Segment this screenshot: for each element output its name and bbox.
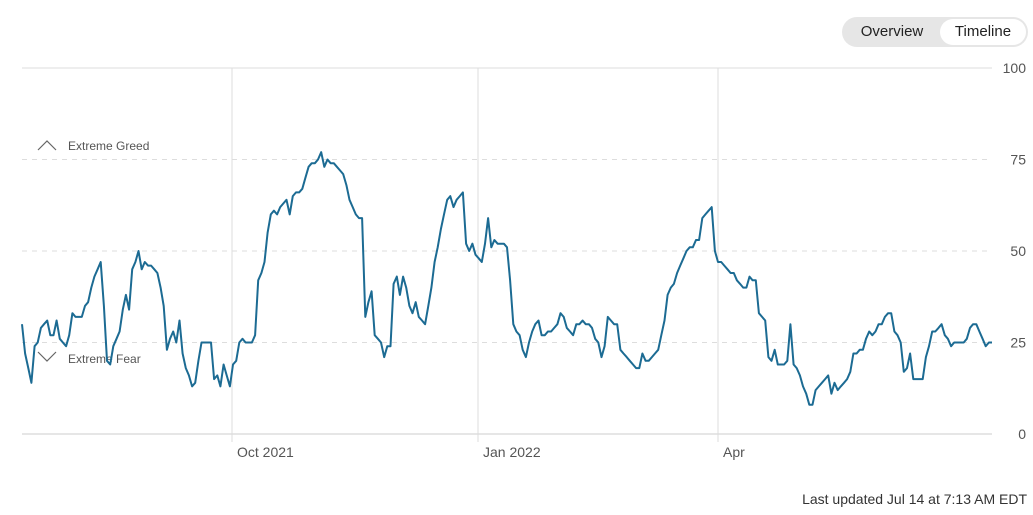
extreme-fear-label: Extreme Fear <box>68 352 141 366</box>
timeline-tab[interactable]: Timeline <box>940 19 1026 45</box>
view-toggle: Overview Timeline <box>842 17 1028 47</box>
extreme-greed-label: Extreme Greed <box>68 139 149 153</box>
y-tick-label: 100 <box>1003 60 1027 76</box>
extreme-greed-icon <box>37 140 57 151</box>
y-tick-label: 50 <box>1010 243 1026 259</box>
extreme-fear-icon <box>37 351 57 362</box>
x-tick-label: Jan 2022 <box>483 444 541 460</box>
y-axis-ticks: 0 25 50 75 100 <box>1003 60 1027 442</box>
overview-tab[interactable]: Overview <box>860 23 924 40</box>
x-tick-label: Apr <box>723 444 745 460</box>
fear-greed-chart: 0 25 50 75 100 Oct 2021 Jan 2022 Apr Extreme G… <box>21 60 1027 460</box>
last-updated-text: Last updated Jul 14 at 7:13 AM EDT <box>802 491 1027 507</box>
y-tick-label: 0 <box>1018 426 1026 442</box>
grid <box>22 67 992 442</box>
y-tick-label: 25 <box>1010 335 1026 351</box>
x-axis-ticks: Oct 2021 Jan 2022 Apr <box>237 444 745 460</box>
x-tick-label: Oct 2021 <box>237 444 294 460</box>
series-line <box>21 151 992 406</box>
y-tick-label: 75 <box>1010 152 1026 168</box>
annotations: Extreme Greed Extreme Fear <box>37 139 149 366</box>
